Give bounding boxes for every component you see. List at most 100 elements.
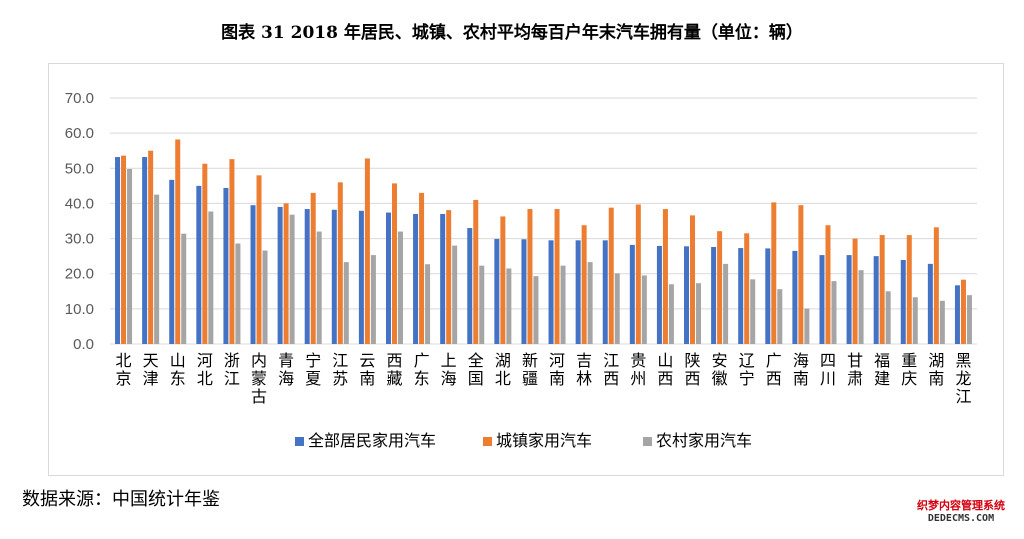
bar xyxy=(208,211,214,344)
bar xyxy=(641,275,647,344)
bar xyxy=(419,192,425,344)
bar xyxy=(912,297,918,344)
y-tick-label: 70.0 xyxy=(65,90,94,107)
bar xyxy=(684,246,690,344)
bar xyxy=(370,255,376,344)
bar xyxy=(148,150,154,344)
bar xyxy=(575,240,581,344)
bar xyxy=(933,227,939,344)
bar xyxy=(467,228,473,344)
bar xyxy=(343,262,349,344)
bar xyxy=(121,155,127,344)
x-tick-label: 辽宁 xyxy=(739,351,755,388)
bar xyxy=(765,248,771,344)
bar xyxy=(885,291,891,344)
bar xyxy=(798,205,804,344)
x-tick-label: 黑龙江 xyxy=(955,351,971,406)
bar xyxy=(500,216,506,344)
x-tick-label: 甘肃 xyxy=(847,351,863,388)
bar xyxy=(446,210,452,344)
bar xyxy=(771,202,777,344)
bar xyxy=(283,203,289,344)
x-tick-label: 内蒙古 xyxy=(251,351,267,406)
x-tick-label: 湖南 xyxy=(928,351,944,388)
legend-swatch xyxy=(483,437,492,446)
bar xyxy=(175,139,181,344)
x-tick-label: 海南 xyxy=(793,351,809,388)
watermark-logo: 织梦内容管理系统 DEDECMS.COM xyxy=(906,499,1016,524)
x-tick-label: 宁夏 xyxy=(305,351,321,388)
x-tick-label: 广西 xyxy=(766,351,782,388)
x-tick-label: 云南 xyxy=(359,351,375,388)
y-tick-label: 60.0 xyxy=(65,125,94,142)
bar xyxy=(635,204,641,344)
bar xyxy=(792,250,798,344)
bar xyxy=(425,264,431,344)
bar xyxy=(506,268,512,344)
bar xyxy=(440,213,446,344)
bar xyxy=(602,240,608,344)
x-tick-label: 福建 xyxy=(874,351,890,388)
bar xyxy=(304,209,310,344)
bar xyxy=(202,163,208,344)
x-tick-label: 西藏 xyxy=(386,351,402,388)
bar xyxy=(906,235,912,344)
legend-label: 城镇家用汽车 xyxy=(496,431,592,450)
bar xyxy=(690,215,696,344)
bar xyxy=(310,192,316,344)
bar xyxy=(331,209,337,344)
bar xyxy=(397,231,403,344)
x-tick-label: 山东 xyxy=(170,351,186,388)
bar xyxy=(364,158,370,344)
x-tick-label: 山西 xyxy=(657,351,673,388)
bar xyxy=(142,157,148,344)
x-tick-label: 江苏 xyxy=(332,351,348,388)
bar xyxy=(548,240,554,344)
x-tick-label: 四川 xyxy=(820,351,836,388)
bar xyxy=(250,205,256,344)
bar xyxy=(127,168,133,344)
bar xyxy=(744,233,750,344)
bar xyxy=(858,270,864,344)
bar xyxy=(289,214,295,344)
y-tick-label: 50.0 xyxy=(65,160,94,177)
chart-area: 0.0 10.0 20.0 30.0 40.0 50.0 60.0 70.0 北京 天津 山东 河北浙… xyxy=(48,63,1004,476)
bar xyxy=(223,187,229,344)
data-source: 数据来源：中国统计年鉴 xyxy=(22,489,220,510)
bar xyxy=(879,235,885,344)
bar xyxy=(527,209,533,344)
x-tick-label: 浙江 xyxy=(224,351,240,388)
x-tick-label: 上海 xyxy=(441,351,457,388)
x-tick-label: 北京 xyxy=(116,351,132,388)
bar xyxy=(391,183,397,344)
bar xyxy=(494,238,500,344)
bar xyxy=(413,213,419,344)
bar xyxy=(316,231,322,344)
bar xyxy=(169,179,175,344)
bar xyxy=(581,225,587,344)
y-tick-label: 30.0 xyxy=(65,231,94,248)
bar xyxy=(668,284,674,344)
bar xyxy=(473,199,479,344)
bar xyxy=(900,260,906,344)
legend-label: 农村家用汽车 xyxy=(656,431,752,450)
x-tick-label: 天津 xyxy=(143,351,159,388)
watermark-line2: DEDECMS.COM xyxy=(927,512,995,524)
bar xyxy=(479,265,485,344)
x-tick-label: 广东 xyxy=(414,351,430,388)
bar xyxy=(662,209,668,344)
bar xyxy=(521,239,527,344)
x-tick-label: 新疆 xyxy=(522,351,538,388)
bar xyxy=(533,276,539,344)
bar xyxy=(831,281,837,344)
bar xyxy=(954,285,960,344)
bar xyxy=(235,243,241,344)
bar xyxy=(262,250,268,344)
legend-swatch xyxy=(295,437,304,446)
bar xyxy=(358,210,364,344)
bar xyxy=(608,207,614,344)
bar xyxy=(819,255,825,344)
bar xyxy=(846,255,852,344)
bar xyxy=(277,206,283,344)
bar xyxy=(717,231,723,344)
